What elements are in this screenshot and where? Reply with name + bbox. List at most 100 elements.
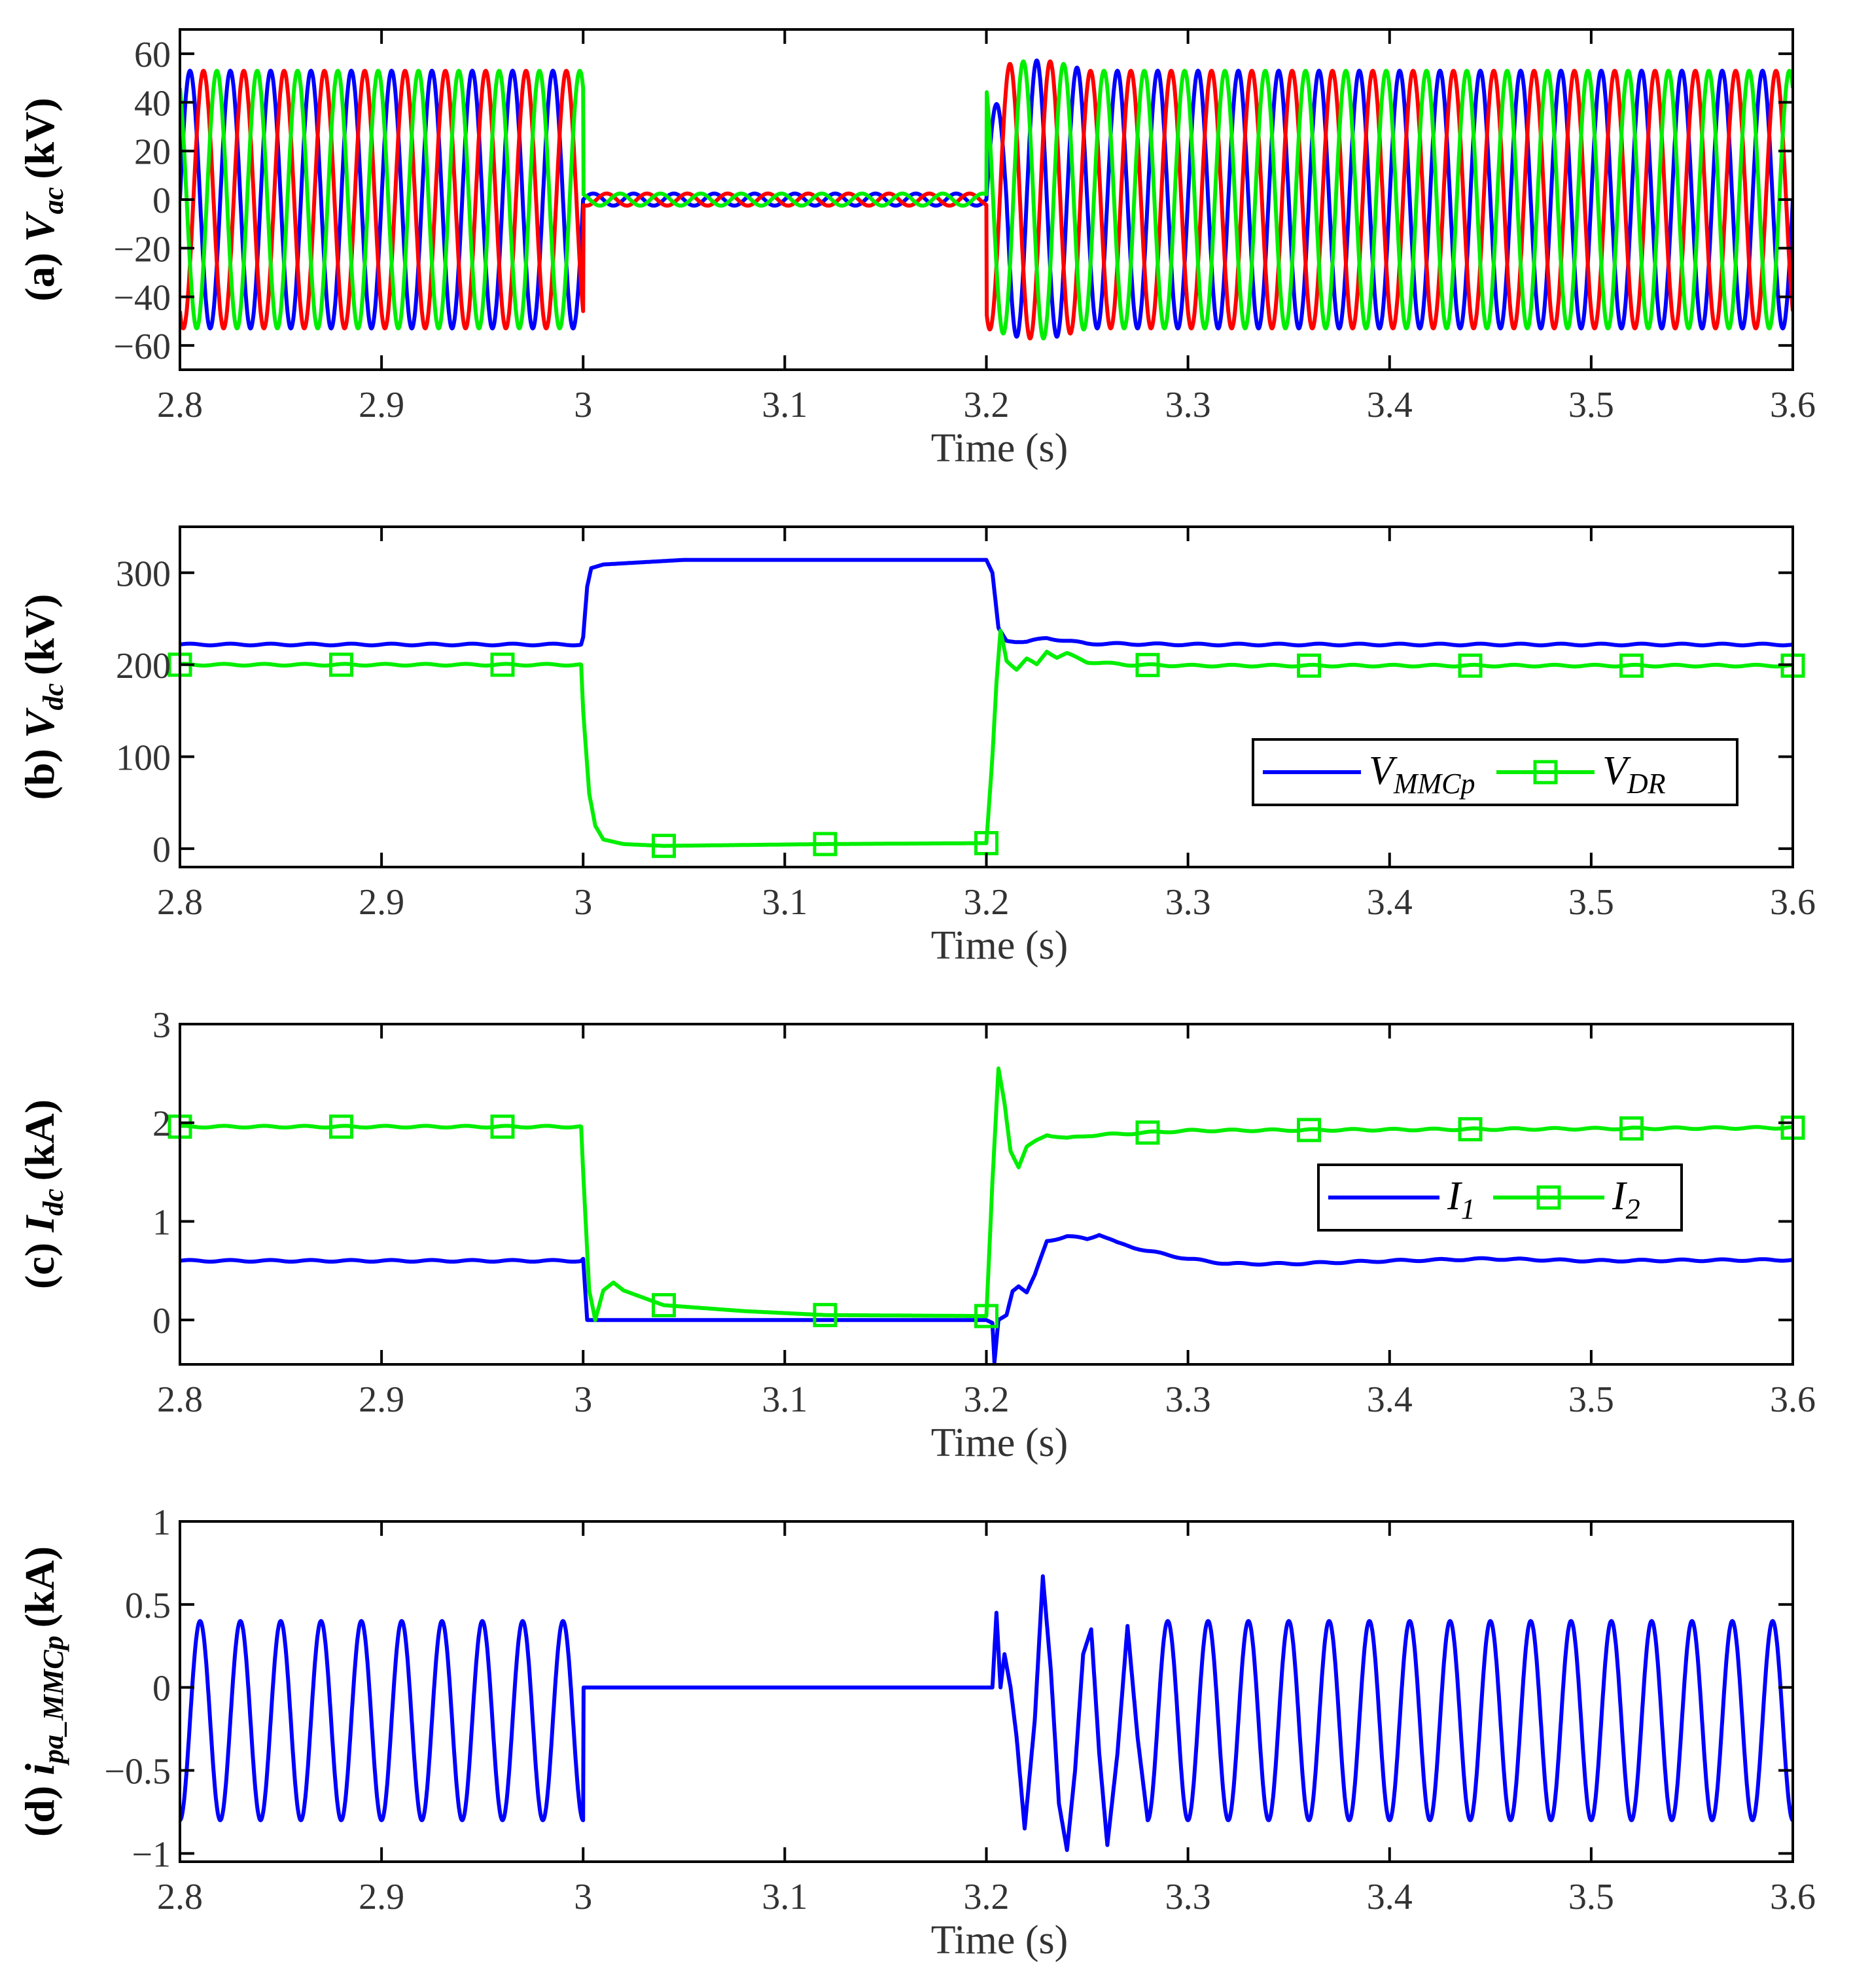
xtick-label-a-7: 3.5 [1568, 385, 1614, 425]
xtick-label-c-8: 3.6 [1770, 1379, 1816, 1420]
marker-b-1-2 [490, 652, 515, 677]
ylabel-panel-b: (b) [16, 749, 63, 800]
ylabel-c: (c) Idc (kA) [16, 1099, 69, 1289]
marker-b-1-8 [1458, 653, 1483, 678]
marker-c-1-1 [329, 1114, 353, 1139]
ylabel-unit-c: (kA) [16, 1099, 63, 1180]
plot-area-d [180, 1574, 1793, 1853]
legend-c: I1 I2 [1317, 1163, 1683, 1232]
ylabel-unit-b: (kV) [16, 594, 63, 675]
ylabel-symbol-b: V [16, 707, 63, 738]
xlabel-b: Time (s) [931, 923, 1068, 968]
legend-marker-c-1 [1536, 1185, 1561, 1210]
xtick-label-c-2: 3 [574, 1379, 592, 1420]
marker-c-1-5 [974, 1304, 998, 1328]
xtick-label-a-3: 3.1 [762, 385, 807, 425]
panel-c: 2.8 2.9 3 3.1 3.2 3.3 3.4 3.5 3.6 3 2 1 0 Time (s) (c)… [16, 1005, 1816, 1465]
ytick-label-d-3: −0.5 [104, 1751, 171, 1792]
ytick-label-b-1: 200 [116, 646, 171, 686]
panel-d: 2.8 2.9 3 3.1 3.2 3.3 3.4 3.5 3.6 1 0.5 0 −0.5 −1 Time… [16, 1502, 1816, 1962]
xtick-label-d-7: 3.5 [1568, 1877, 1614, 1917]
panel-b: 2.8 2.9 3 3.1 3.2 3.3 3.4 3.5 3.6 300 200 100 0 Time … [16, 525, 1816, 968]
ylabel-panel-a: (a) [16, 253, 63, 302]
xtick-label-a-8: 3.6 [1770, 385, 1816, 425]
ytick-label-b-2: 100 [116, 737, 171, 778]
ytick-label-a-5: −40 [113, 278, 171, 319]
xtick-label-c-0: 2.8 [157, 1379, 203, 1420]
xtick-label-c-4: 3.2 [964, 1379, 1010, 1420]
marker-b-1-7 [1297, 653, 1321, 678]
xtick-label-a-2: 3 [574, 385, 592, 425]
xtick-label-d-4: 3.2 [964, 1877, 1010, 1917]
xtick-label-d-8: 3.6 [1770, 1877, 1816, 1917]
xlabel-d: Time (s) [931, 1918, 1068, 1962]
marker-b-1-9 [1619, 653, 1644, 678]
ytick-label-b-0: 300 [116, 554, 171, 594]
xtick-label-d-0: 2.8 [157, 1877, 203, 1917]
xtick-label-b-1: 2.9 [359, 882, 404, 923]
ytick-label-d-2: 0 [152, 1669, 171, 1709]
xtick-label-d-5: 3.3 [1165, 1877, 1211, 1917]
xtick-label-b-4: 3.2 [964, 882, 1010, 923]
ylabel-sub-c: dc [37, 1188, 69, 1216]
ylabel-b: (b) Vdc (kV) [16, 594, 69, 800]
xtick-label-b-0: 2.8 [157, 882, 203, 923]
xtick-label-b-6: 3.4 [1367, 882, 1413, 923]
legend-label-b-0: VMMCp [1369, 749, 1475, 800]
plot-area-b [180, 558, 1793, 848]
xtick-label-a-6: 3.4 [1367, 385, 1413, 425]
series-line-a-0 [180, 58, 1793, 339]
xtick-label-a-4: 3.2 [964, 385, 1010, 425]
ylabel-symbol-a: V [16, 211, 63, 242]
ylabel-d: (d) ipa_MMCp (kA) [16, 1546, 69, 1837]
xtick-label-a-5: 3.3 [1165, 385, 1211, 425]
xtick-label-b-3: 3.1 [762, 882, 807, 923]
ytick-label-c-1: 2 [152, 1104, 171, 1145]
series-line-c-1 [180, 1066, 1793, 1322]
marker-b-1-3 [652, 834, 676, 859]
legend-label-b-1: VDR [1602, 749, 1666, 800]
marker-c-1-2 [490, 1114, 515, 1139]
xtick-label-b-8: 3.6 [1770, 882, 1816, 923]
plot-area-c [180, 1066, 1793, 1364]
marker-c-1-4 [813, 1303, 838, 1328]
xtick-label-a-1: 2.9 [359, 385, 404, 425]
marker-c-1-7 [1297, 1118, 1321, 1143]
legend-label-c-1: I2 [1612, 1174, 1640, 1225]
ytick-label-a-6: −60 [113, 327, 171, 367]
xtick-label-d-2: 3 [574, 1877, 592, 1917]
ytick-label-a-4: −20 [113, 229, 171, 270]
marker-b-1-4 [813, 832, 838, 857]
legend-marker-b-1 [1533, 760, 1558, 785]
ytick-label-a-2: 20 [134, 132, 171, 173]
ytick-label-b-3: 0 [152, 830, 171, 870]
plot-area-a [180, 58, 1793, 341]
xtick-label-b-2: 3 [574, 882, 592, 923]
xtick-label-c-7: 3.5 [1568, 1379, 1614, 1420]
series-line-b-1 [180, 628, 1793, 848]
ytick-label-d-1: 0.5 [125, 1586, 171, 1626]
axes-frame-d [179, 1520, 1794, 1863]
xtick-label-c-6: 3.4 [1367, 1379, 1413, 1420]
series-line-b-0 [180, 558, 1793, 648]
ytick-label-d-4: −1 [132, 1834, 171, 1875]
marker-c-1-9 [1619, 1116, 1644, 1141]
series-line-c-0 [180, 1233, 1793, 1364]
xtick-label-d-3: 3.1 [762, 1877, 807, 1917]
ytick-label-a-1: 40 [134, 83, 171, 124]
ytick-label-a-0: 60 [134, 35, 171, 75]
xlabel-c: Time (s) [931, 1421, 1068, 1465]
xtick-label-b-7: 3.5 [1568, 882, 1614, 923]
ylabel-panel-d: (d) [16, 1786, 63, 1837]
legend-label-c-0: I1 [1447, 1174, 1475, 1225]
series-line-a-2 [180, 59, 1793, 341]
series-line-d-0 [180, 1574, 1793, 1853]
xtick-label-d-6: 3.4 [1367, 1877, 1413, 1917]
ylabel-unit-d: (kA) [16, 1546, 63, 1627]
xtick-label-d-1: 2.9 [359, 1877, 404, 1917]
marker-c-1-8 [1458, 1117, 1483, 1142]
series-line-a-1 [180, 59, 1793, 341]
xtick-label-c-1: 2.9 [359, 1379, 404, 1420]
xtick-label-a-0: 2.8 [157, 385, 203, 425]
